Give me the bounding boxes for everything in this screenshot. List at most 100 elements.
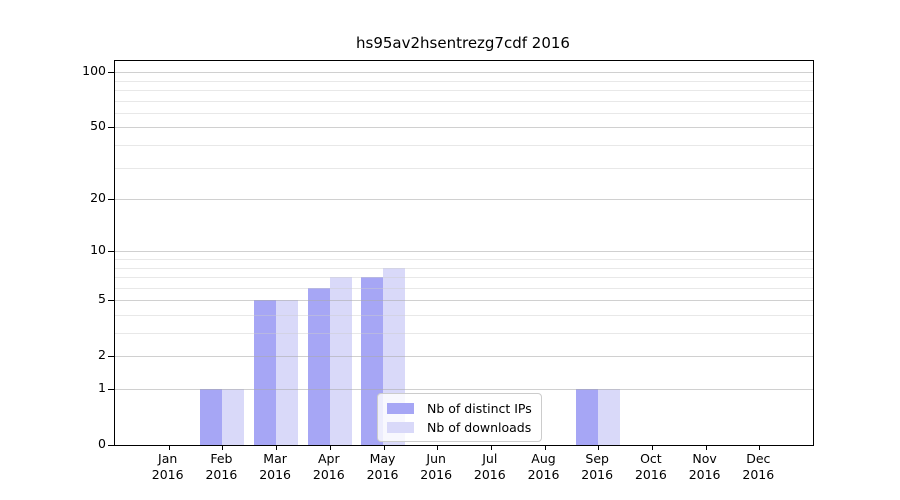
legend-label-downloads: Nb of downloads: [427, 419, 532, 435]
x-tick-apr: [329, 445, 331, 450]
chart-title: hs95av2hsentrezg7cdf 2016: [356, 34, 570, 52]
bar-nb-of-distinct-ips-feb: [200, 389, 223, 445]
x-tick-month: Oct: [640, 451, 662, 466]
x-tick-year: 2016: [259, 466, 291, 482]
x-tick-year: 2016: [688, 466, 721, 482]
y-tick-2: [108, 356, 114, 358]
x-tick-jun: [437, 445, 439, 450]
x-tick-label-jul: Jul 2016: [460, 451, 520, 482]
x-tick-label-feb: Feb 2016: [191, 451, 251, 482]
bar-nb-of-distinct-ips-apr: [307, 287, 330, 445]
y-tick-label-10: 10: [90, 242, 106, 258]
x-tick-year: 2016: [634, 466, 667, 482]
x-tick-aug: [544, 445, 546, 450]
x-tick-month: Aug: [531, 451, 556, 466]
x-tick-label-dec: Dec 2016: [728, 451, 788, 482]
gridline-minor-30: [115, 167, 813, 169]
legend-label-distinct-ips: Nb of distinct IPs: [427, 400, 532, 416]
x-axis: Jan 2016 Feb 2016 Mar 2016 Apr 2016 May 2016 Jun 20…: [114, 451, 812, 491]
gridline-10: [115, 251, 813, 253]
y-tick-10: [108, 251, 114, 253]
gridline-minor-70: [115, 100, 813, 102]
legend-swatch-distinct-ips-icon: [387, 402, 414, 414]
bar-nb-of-downloads-mar: [276, 300, 299, 445]
gridline-2: [115, 356, 813, 358]
y-tick-label-5: 5: [98, 291, 106, 307]
gridline-minor-90: [115, 80, 813, 82]
y-tick-label-50: 50: [90, 118, 106, 134]
y-tick-1: [108, 389, 114, 390]
x-tick-month: Mar: [263, 451, 287, 466]
gridline-minor-6: [115, 287, 813, 289]
x-tick-label-jun: Jun 2016: [406, 451, 466, 482]
bar-nb-of-downloads-feb: [222, 389, 245, 445]
x-tick-year: 2016: [527, 466, 560, 482]
gridline-minor-8: [115, 267, 813, 269]
y-tick-label-2: 2: [98, 347, 106, 363]
x-tick-label-mar: Mar 2016: [245, 451, 305, 482]
x-tick-jan: [168, 445, 170, 450]
y-tick-5: [108, 300, 114, 302]
x-tick-mar: [276, 445, 278, 450]
x-tick-label-jan: Jan 2016: [138, 451, 198, 482]
x-tick-month: Apr: [317, 451, 340, 466]
x-tick-jul: [490, 445, 492, 450]
x-tick-year: 2016: [205, 466, 238, 482]
legend-swatch-downloads-icon: [387, 421, 414, 433]
y-tick-100: [108, 72, 114, 74]
y-tick-50: [108, 127, 114, 129]
x-tick-may: [383, 445, 385, 450]
x-tick-feb: [222, 445, 224, 450]
bar-nb-of-downloads-sep: [598, 389, 621, 445]
y-tick-0: [108, 445, 114, 446]
x-tick-month: Jun: [426, 451, 446, 466]
x-tick-label-aug: Aug 2016: [514, 451, 574, 482]
bar-nb-of-distinct-ips-sep: [576, 389, 599, 445]
x-tick-year: 2016: [581, 466, 614, 482]
gridline-minor-7: [115, 277, 813, 278]
x-tick-label-oct: Oct 2016: [621, 451, 681, 482]
gridline-1: [115, 389, 813, 390]
y-axis: 0 1 2 5 10 20 50 100: [0, 0, 106, 500]
y-tick-label-100: 100: [82, 63, 106, 79]
gridline-5: [115, 300, 813, 302]
gridline-100: [115, 72, 813, 74]
x-tick-month: Sep: [585, 451, 609, 466]
gridline-minor-4: [115, 315, 813, 316]
x-tick-month: Feb: [210, 451, 233, 466]
plot-area: [108, 60, 814, 450]
x-tick-sep: [598, 445, 600, 450]
legend-item-distinct-ips: Nb of distinct IPs: [387, 400, 532, 416]
y-tick-label-0: 0: [98, 436, 106, 451]
x-tick-month: Dec: [746, 451, 771, 466]
gridline-minor-80: [115, 90, 813, 91]
gridline-20: [115, 199, 813, 201]
x-tick-label-sep: Sep 2016: [567, 451, 627, 482]
bar-nb-of-downloads-apr: [329, 277, 352, 445]
x-tick-year: 2016: [742, 466, 775, 482]
x-tick-month: Jul: [482, 451, 498, 466]
x-tick-dec: [759, 445, 761, 450]
bar-nb-of-distinct-ips-mar: [254, 300, 277, 445]
x-tick-year: 2016: [366, 466, 399, 482]
gridline-minor-3: [115, 333, 813, 334]
legend-item-downloads: Nb of downloads: [387, 419, 532, 435]
x-tick-label-apr: Apr 2016: [299, 451, 359, 482]
x-tick-month: May: [369, 451, 396, 466]
x-tick-nov: [705, 445, 707, 450]
x-tick-year: 2016: [473, 466, 506, 482]
gridline-minor-9: [115, 259, 813, 260]
x-tick-year: 2016: [312, 466, 345, 482]
x-tick-label-nov: Nov 2016: [675, 451, 735, 482]
y-tick-20: [108, 199, 114, 201]
y-tick-label-1: 1: [98, 380, 106, 395]
y-tick-label-20: 20: [90, 190, 106, 206]
x-tick-month: Jan: [158, 451, 178, 466]
x-tick-oct: [651, 445, 653, 450]
gridline-50: [115, 127, 813, 129]
x-tick-label-may: May 2016: [353, 451, 413, 482]
legend: Nb of distinct IPs Nb of downloads: [377, 393, 542, 442]
x-tick-year: 2016: [151, 466, 184, 482]
gridline-minor-60: [115, 112, 813, 114]
